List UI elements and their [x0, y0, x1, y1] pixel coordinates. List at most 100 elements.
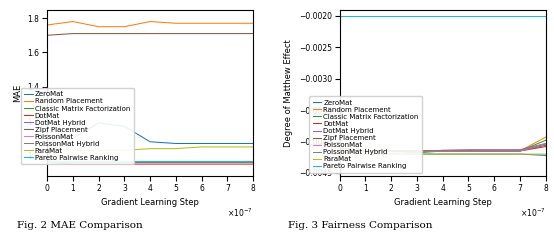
DotMat Hybrid	[172, 161, 179, 164]
ZeroMat	[336, 149, 343, 152]
ParaMat	[388, 153, 394, 156]
Random Placement	[439, 149, 446, 152]
PoissonMat	[336, 148, 343, 151]
DotMat Hybrid	[491, 148, 497, 151]
PoissonMat Hybrid	[362, 150, 369, 153]
Line: Zipf Placement: Zipf Placement	[47, 34, 253, 35]
Zipf Placement	[224, 32, 230, 35]
ZeroMat	[465, 153, 472, 156]
PoissonMat	[121, 161, 127, 164]
Pareto Pairwise Ranking	[336, 14, 343, 17]
ZeroMat	[542, 154, 549, 157]
Zipf Placement	[517, 149, 524, 152]
DotMat	[491, 149, 497, 152]
Classic Matrix Factorization	[250, 159, 257, 162]
DotMat Hybrid	[121, 161, 127, 164]
Random Placement	[121, 25, 127, 28]
DotMat Hybrid	[336, 148, 343, 150]
PoissonMat	[517, 149, 524, 152]
Zipf Placement	[491, 149, 497, 152]
Classic Matrix Factorization	[69, 159, 76, 162]
Classic Matrix Factorization	[147, 159, 153, 162]
DotMat	[44, 161, 50, 164]
Classic Matrix Factorization	[95, 159, 102, 162]
DotMat Hybrid	[542, 142, 549, 145]
PoissonMat Hybrid	[121, 161, 127, 164]
Classic Matrix Factorization	[517, 149, 524, 152]
ZeroMat	[414, 153, 420, 156]
ZeroMat	[250, 142, 257, 145]
ZeroMat	[121, 125, 127, 128]
ZeroMat	[491, 153, 497, 156]
ParaMat	[172, 147, 179, 150]
PoissonMat	[69, 161, 76, 164]
Zipf Placement	[172, 32, 179, 35]
PoissonMat	[465, 149, 472, 152]
Line: DotMat: DotMat	[47, 162, 253, 164]
Classic Matrix Factorization	[172, 159, 179, 162]
ParaMat	[147, 147, 153, 150]
Text: Fig. 2 MAE Comparison: Fig. 2 MAE Comparison	[18, 222, 143, 230]
Random Placement	[517, 149, 524, 152]
Random Placement	[250, 22, 257, 25]
DotMat Hybrid	[388, 150, 394, 153]
ZeroMat	[69, 137, 76, 140]
ParaMat	[121, 149, 127, 152]
ParaMat	[44, 147, 50, 150]
PoissonMat	[250, 161, 257, 164]
DotMat	[362, 149, 369, 152]
Line: ZeroMat: ZeroMat	[47, 123, 253, 144]
ParaMat	[95, 149, 102, 152]
Zipf Placement	[362, 149, 369, 152]
DotMat Hybrid	[198, 161, 205, 164]
ZeroMat	[198, 142, 205, 145]
ZeroMat	[517, 153, 524, 156]
Pareto Pairwise Ranking	[172, 159, 179, 162]
Line: DotMat Hybrid: DotMat Hybrid	[340, 144, 546, 152]
PoissonMat	[542, 143, 549, 145]
PoissonMat Hybrid	[491, 149, 497, 152]
Pareto Pairwise Ranking	[198, 159, 205, 162]
Random Placement	[336, 146, 343, 149]
Line: PoissonMat Hybrid: PoissonMat Hybrid	[340, 144, 546, 152]
PoissonMat Hybrid	[336, 148, 343, 151]
Line: Zipf Placement: Zipf Placement	[340, 145, 546, 151]
Line: Random Placement: Random Placement	[47, 22, 253, 27]
PoissonMat	[198, 161, 205, 164]
Zipf Placement	[250, 32, 257, 35]
DotMat Hybrid	[439, 149, 446, 152]
ParaMat	[439, 153, 446, 156]
ZeroMat	[44, 135, 50, 138]
Line: DotMat: DotMat	[340, 147, 546, 151]
DotMat Hybrid	[517, 148, 524, 151]
DotMat	[414, 149, 420, 152]
DotMat Hybrid	[147, 161, 153, 164]
DotMat	[172, 163, 179, 165]
Random Placement	[95, 25, 102, 28]
Line: Classic Matrix Factorization: Classic Matrix Factorization	[340, 140, 546, 153]
PoissonMat Hybrid	[517, 149, 524, 152]
X-axis label: Gradient Learning Step: Gradient Learning Step	[394, 198, 491, 207]
PoissonMat Hybrid	[414, 150, 420, 153]
ParaMat	[224, 145, 230, 148]
Pareto Pairwise Ranking	[224, 159, 230, 162]
PoissonMat Hybrid	[250, 161, 257, 164]
Classic Matrix Factorization	[121, 159, 127, 162]
Pareto Pairwise Ranking	[439, 14, 446, 17]
Zipf Placement	[388, 149, 394, 152]
ParaMat	[336, 149, 343, 152]
Random Placement	[69, 20, 76, 23]
PoissonMat Hybrid	[439, 149, 446, 152]
Line: ParaMat: ParaMat	[47, 147, 253, 150]
Random Placement	[147, 20, 153, 23]
Pareto Pairwise Ranking	[465, 14, 472, 17]
DotMat	[224, 163, 230, 165]
Pareto Pairwise Ranking	[388, 14, 394, 17]
Line: ParaMat: ParaMat	[340, 151, 546, 154]
X-axis label: Gradient Learning Step: Gradient Learning Step	[101, 198, 199, 207]
ParaMat	[250, 145, 257, 148]
Random Placement	[465, 149, 472, 152]
Zipf Placement	[414, 149, 420, 152]
DotMat	[336, 146, 343, 149]
Random Placement	[388, 149, 394, 152]
